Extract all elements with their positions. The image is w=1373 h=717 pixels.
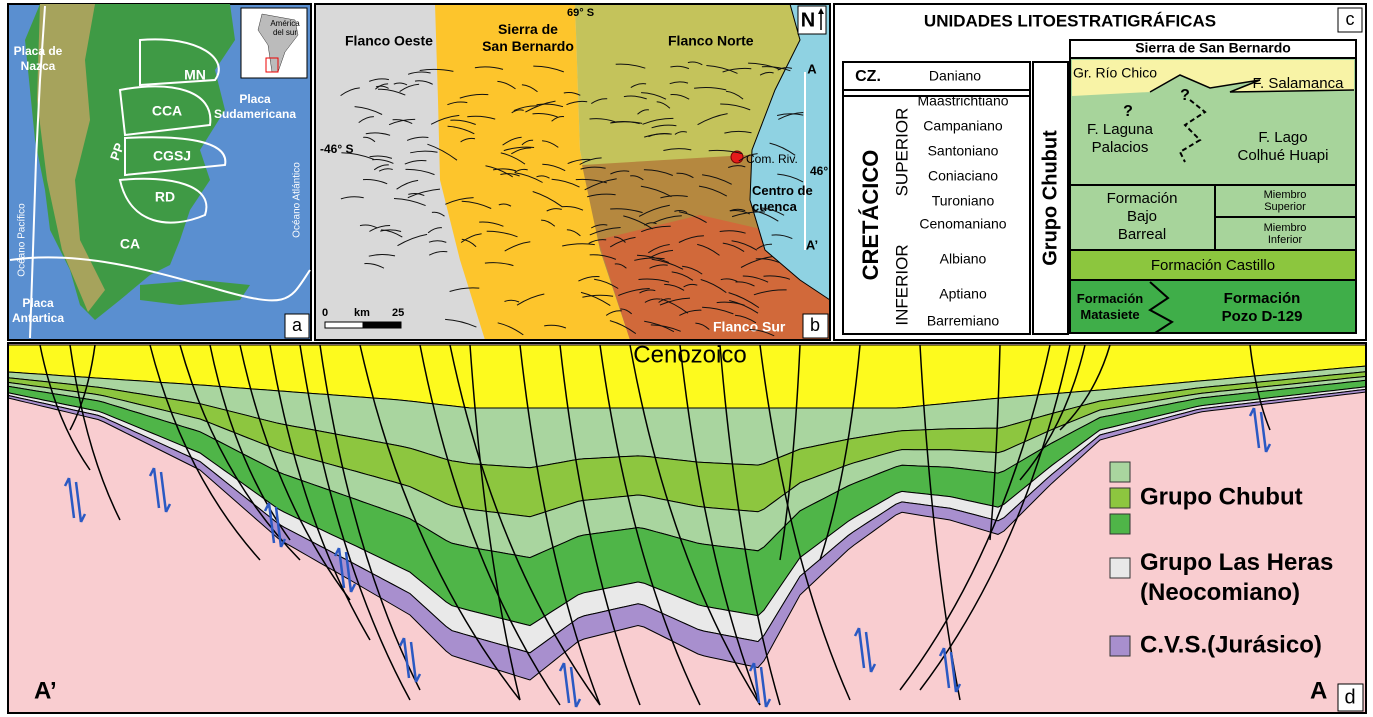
era-label: CZ. — [855, 68, 881, 85]
panel-b: Flanco Oeste Sierra deSan Bernardo 69° S… — [315, 4, 830, 340]
unit-label: F. Salamanca — [1253, 75, 1345, 92]
unit-label: FormaciónMatasiete — [1077, 291, 1144, 322]
epoch-label: INFERIOR — [892, 244, 911, 325]
map-label: MN — [184, 67, 206, 83]
map-label: A — [807, 61, 817, 76]
map-label: -46° S — [320, 142, 353, 156]
stage-label: Campaniano — [923, 118, 1003, 134]
stage-label: Barremiano — [927, 313, 1000, 329]
unit-label: Gr. Río Chico — [1073, 65, 1157, 81]
group-label: Grupo Chubut — [1039, 130, 1061, 266]
epoch-label: SUPERIOR — [892, 108, 911, 197]
stage-label: Albiano — [940, 251, 987, 267]
unit-label: MiembroSuperior — [1264, 189, 1307, 213]
stage-label: Santoniano — [928, 143, 999, 159]
legend-swatch — [1110, 488, 1130, 508]
period-label: CRETÁCICO — [858, 150, 883, 281]
map-label: 69° S — [567, 7, 594, 19]
section-end: A’ — [34, 677, 57, 704]
scale-bar — [363, 322, 401, 328]
legend-swatch — [1110, 514, 1130, 534]
panel-label: c — [1346, 9, 1355, 29]
panel-label: a — [292, 315, 303, 335]
legend-label: C.V.S.(Jurásico) — [1140, 631, 1322, 658]
unit-label: Formación Castillo — [1151, 257, 1275, 274]
stage-label: Maastrichtiano — [917, 93, 1008, 109]
stage-label: Daniano — [929, 68, 981, 84]
map-label: Océano Pacífico — [17, 203, 28, 277]
unit-label: ? — [1180, 87, 1190, 104]
panel-c: UNIDADES LITOESTRATIGRÁFICAS c CZ. Dania… — [834, 4, 1366, 340]
table-title: UNIDADES LITOESTRATIGRÁFICAS — [924, 11, 1216, 30]
stage-label: Coniaciano — [928, 168, 998, 184]
legend-swatch — [1110, 558, 1130, 578]
section-end: A — [1310, 677, 1327, 704]
figure: Américadel sur Placa deNazca MN CCA PP C… — [0, 0, 1373, 717]
panel-d: Cenozoico Grupo Chubut Grupo Las Heras(N… — [8, 341, 1366, 713]
inset-label: Américadel sur — [270, 19, 300, 37]
map-label: CCA — [152, 103, 182, 119]
scale-bar — [325, 322, 363, 328]
unit-label: ? — [1123, 103, 1133, 120]
map-label: CGSJ — [153, 148, 191, 164]
map-label: Océano Atlántico — [292, 162, 303, 238]
map-label: Flanco Sur — [713, 319, 786, 335]
map-label: RD — [155, 189, 175, 205]
panel-label: d — [1344, 686, 1355, 708]
column-header-text: Sierra de San Bernardo — [1135, 40, 1291, 56]
map-label: A’ — [806, 237, 818, 252]
legend-label: Grupo Chubut — [1140, 483, 1303, 510]
north-label: N — [801, 9, 815, 31]
scale-label: 25 — [392, 307, 404, 319]
map-label: CA — [120, 236, 140, 252]
panel-label: b — [810, 315, 820, 335]
map-label: Flanco Oeste — [345, 33, 433, 49]
stage-label: Aptiano — [939, 286, 987, 302]
stage-label: Cenomaniano — [919, 216, 1006, 232]
map-label: Placa deNazca — [14, 44, 63, 73]
scale-label: 0 — [322, 307, 328, 319]
unit-label: Cenozoico — [633, 341, 746, 368]
legend-swatch — [1110, 462, 1130, 482]
stage-label: Turoniano — [932, 193, 995, 209]
panel-a: Américadel sur Placa deNazca MN CCA PP C… — [8, 4, 311, 340]
legend-swatch — [1110, 636, 1130, 656]
map-label: Flanco Norte — [668, 33, 754, 49]
map-label: 46° — [810, 164, 828, 178]
scale-label: km — [354, 307, 370, 319]
